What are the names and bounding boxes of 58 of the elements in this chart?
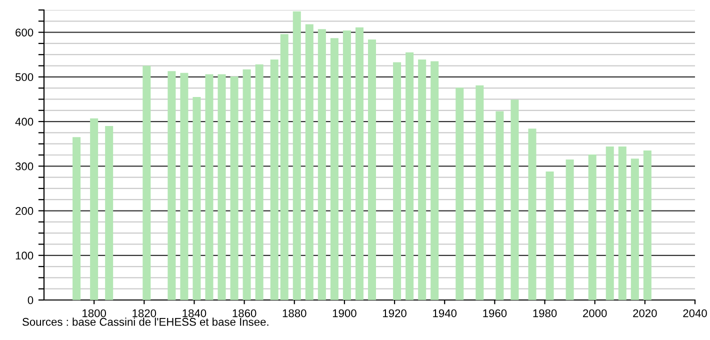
x-tick-label: 1960 (483, 309, 507, 318)
bar (406, 52, 414, 300)
bar (90, 118, 98, 300)
bar (528, 128, 536, 300)
bar (142, 66, 151, 300)
x-tick-label: 1820 (132, 309, 156, 318)
bar (618, 146, 626, 300)
bar (393, 62, 402, 300)
bar (255, 64, 264, 300)
bar (180, 72, 188, 300)
bar (496, 111, 504, 300)
bar (292, 11, 301, 300)
bar (546, 172, 554, 300)
bar (192, 97, 201, 300)
x-tick-label: 1880 (282, 309, 306, 318)
bar (330, 38, 338, 300)
y-tick-label: 200 (16, 207, 34, 215)
bar (566, 159, 574, 300)
bar (588, 154, 596, 300)
bar (218, 74, 226, 300)
bar (305, 24, 314, 300)
y-tick-label: 500 (15, 73, 34, 82)
x-tick-label: 1940 (433, 309, 457, 318)
bar (270, 60, 278, 300)
x-tick-label: 1840 (182, 309, 206, 318)
y-tick-label: 400 (15, 118, 34, 126)
bar (630, 158, 639, 300)
bar (342, 30, 351, 300)
bar (318, 29, 326, 300)
bar (418, 60, 426, 300)
x-tick-label: 1980 (533, 309, 557, 318)
x-tick-label: 1900 (332, 309, 356, 318)
bar (205, 74, 214, 300)
bar (105, 126, 114, 300)
x-tick-label: 2040 (683, 309, 707, 318)
bar (430, 61, 439, 300)
bar (242, 69, 251, 300)
x-tick-label: 1920 (383, 309, 406, 318)
bar (230, 76, 238, 300)
bar (476, 85, 484, 300)
bar (72, 137, 81, 300)
x-tick-label: 2020 (633, 309, 657, 318)
y-tick-label: 600 (16, 28, 34, 36)
bar (456, 88, 464, 300)
y-tick-label: 100 (16, 252, 34, 260)
bar (168, 71, 176, 300)
x-tick-label: 1860 (232, 309, 256, 318)
bar (355, 27, 364, 300)
bar (606, 146, 614, 300)
bar (643, 150, 652, 300)
x-tick-label: 1800 (82, 309, 106, 318)
y-tick-label: 300 (15, 162, 34, 170)
bar (368, 39, 376, 300)
source-note: Sources : base Cassini de l'EHESS et base Insee. (22, 318, 268, 326)
bar (510, 100, 519, 300)
y-tick-label: 0 (28, 296, 34, 304)
bar (280, 34, 288, 300)
x-tick-label: 2000 (583, 309, 607, 318)
